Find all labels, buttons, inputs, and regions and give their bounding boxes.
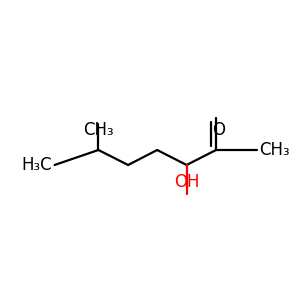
Text: CH₃: CH₃ bbox=[83, 121, 114, 139]
Text: CH₃: CH₃ bbox=[260, 141, 290, 159]
Text: OH: OH bbox=[174, 173, 199, 191]
Text: H₃C: H₃C bbox=[22, 156, 52, 174]
Text: O: O bbox=[212, 121, 226, 139]
